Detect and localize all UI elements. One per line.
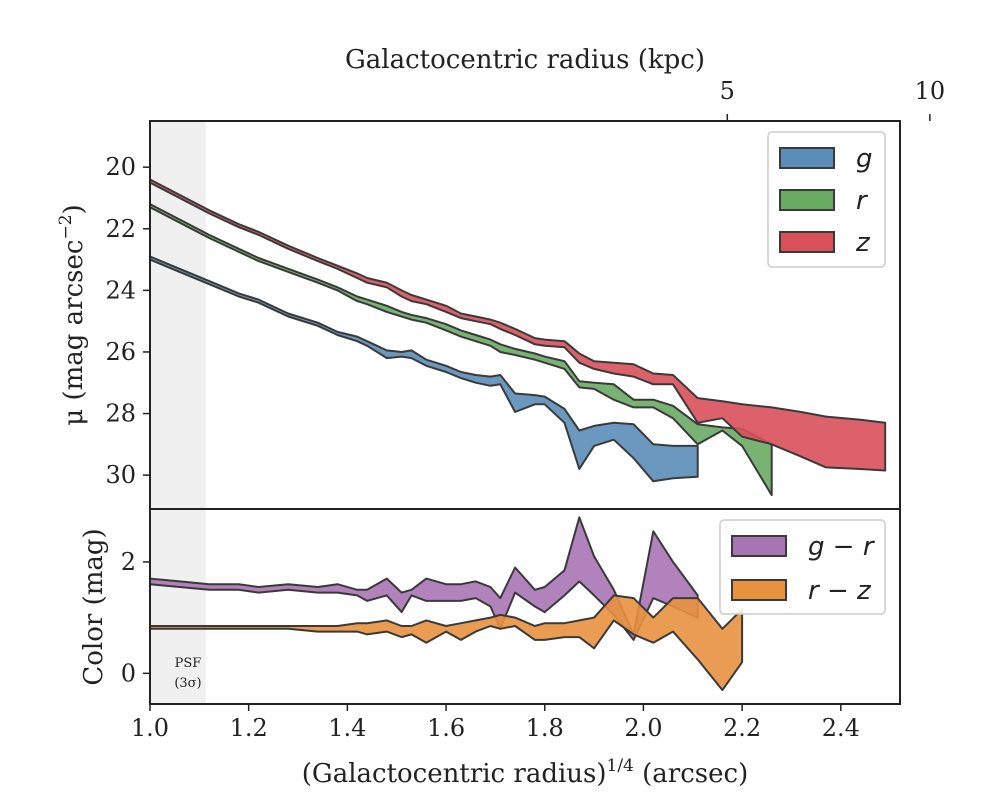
top-tick-label: 5 [720, 77, 735, 105]
top-axis-title: Galactocentric radius (kpc) [345, 45, 705, 75]
x-tick-label: 1.4 [328, 714, 366, 742]
psf-label: PSF [175, 656, 202, 671]
y-tick-label: 26 [105, 338, 136, 366]
g-band-area [149, 255, 699, 483]
x-tick-label: 1.8 [526, 714, 564, 742]
psf-sigma-label: (3σ) [174, 676, 201, 691]
x-tick-label: 1.2 [230, 714, 268, 742]
y-axis-title-end: ) [59, 204, 89, 214]
psf-region-bottom [150, 509, 206, 704]
x-tick-label: 2.4 [822, 714, 860, 742]
legend-swatch [731, 579, 787, 601]
legend-label: r [856, 186, 869, 216]
legend-swatch [779, 147, 835, 169]
axis-ticks: 1.01.21.41.61.82.02.22.45102030507510015… [105, 77, 946, 742]
bottom-panel-frame [149, 508, 901, 705]
color-y-tick-label: 2 [121, 548, 136, 576]
y-tick-label: 30 [105, 461, 136, 489]
z-band-area [149, 178, 887, 472]
x-tick-label: 1.6 [427, 714, 465, 742]
color-y-tick-label: 0 [121, 659, 136, 687]
legend-label: g − r [808, 532, 876, 562]
legend-label: r − z [808, 576, 872, 606]
y-axis-title-top: μ (mag arcsec−2) [56, 204, 89, 425]
legend-label: z [855, 228, 871, 258]
x-axis-title-unit: (arcsec) [634, 759, 748, 789]
color-bands [149, 516, 744, 692]
y-tick-label: 24 [105, 276, 136, 304]
y-tick-label: 22 [105, 215, 136, 243]
r-band-area [149, 203, 773, 497]
x-axis-title-main: (Galactocentric radius) [302, 759, 607, 789]
surface-brightness-bands [149, 178, 887, 497]
y-axis-title-main: μ (mag arcsec [59, 240, 89, 426]
y-axis-title-bottom: Color (mag) [79, 528, 109, 685]
legend-swatch [779, 231, 835, 253]
legend-label: g [856, 144, 873, 174]
r-minus-z-area [149, 594, 744, 692]
x-axis-title: (Galactocentric radius)1/4 (arcsec) [302, 756, 748, 789]
legend-top: grz [767, 131, 886, 268]
y-tick-label: 20 [105, 153, 136, 181]
y-axis-title-sup: −2 [56, 214, 76, 239]
x-tick-label: 2.0 [624, 714, 662, 742]
legend-swatch [731, 535, 787, 557]
y-tick-label: 28 [105, 400, 136, 428]
x-axis-title-sup: 1/4 [607, 756, 634, 776]
x-tick-label: 1.0 [131, 714, 169, 742]
legend-bottom: g − r r − z [719, 519, 886, 615]
psf-region-top [150, 121, 206, 509]
top-tick-label: 10 [915, 77, 946, 105]
x-tick-label: 2.2 [723, 714, 761, 742]
legend-swatch [779, 189, 835, 211]
